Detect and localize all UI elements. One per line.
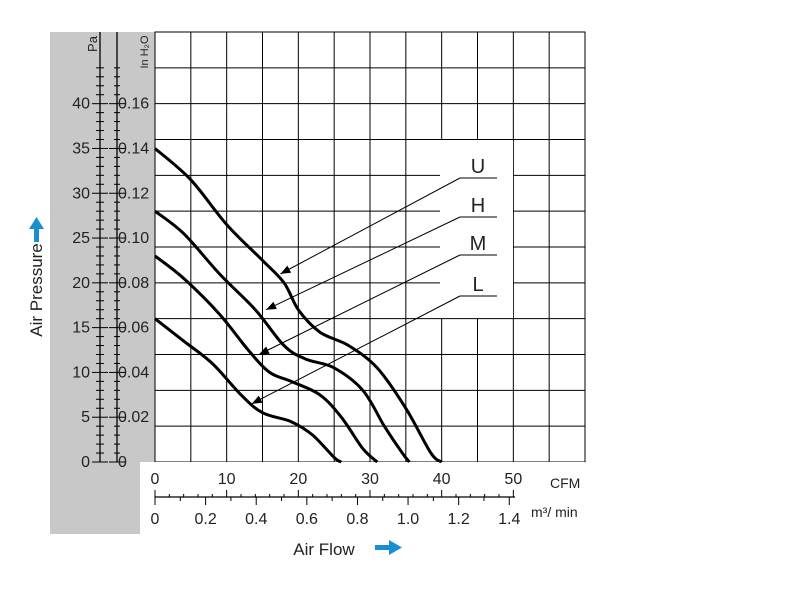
x-unit-secondary: m³/ min <box>531 504 578 520</box>
x-tick-label-secondary: 1.2 <box>448 511 470 528</box>
x-axis-arrow-icon <box>375 540 402 555</box>
legend-label-m: M <box>470 233 487 255</box>
y-unit-secondary: In H₂O <box>139 35 151 68</box>
axes: 0 5 10 15 20 25 30 35 40 0 0.02 0.04 0.06 0.08 0.10 0.1… <box>72 32 522 528</box>
x-tick-label-secondary: 0.8 <box>346 511 368 528</box>
x-tick-label-primary: 30 <box>361 471 379 488</box>
legend-box <box>440 140 513 318</box>
y-tick-label-secondary: 0.06 <box>118 320 149 337</box>
y-tick-label-secondary: 0.12 <box>118 185 149 202</box>
y-tick-label-primary: 15 <box>72 320 90 337</box>
y-tick-label-primary: 40 <box>72 96 90 113</box>
y-tick-label-primary: 25 <box>72 230 90 247</box>
y-tick-label-secondary: 0.10 <box>118 230 149 247</box>
y-tick-label-secondary: 0.02 <box>118 409 149 426</box>
series-curve-h <box>154 210 411 463</box>
y-axis-arrow-icon <box>29 217 44 242</box>
legend-pointers <box>251 177 461 405</box>
series-curve-u <box>154 147 443 464</box>
x-tick-label-primary: 10 <box>218 471 236 488</box>
legend-pointer-arrowhead-l <box>251 395 263 404</box>
y-tick-label-secondary: 0.04 <box>118 364 149 381</box>
x-axis-area <box>140 462 585 534</box>
y-tick-label-primary: 10 <box>72 364 90 381</box>
legend-pointer-arrowhead-u <box>280 265 292 274</box>
legend-label-u: U <box>471 156 485 178</box>
y-axis-title: Air Pressure <box>27 243 46 337</box>
x-tick-label-primary: 50 <box>504 471 522 488</box>
y-tick-label-secondary: 0.14 <box>118 140 149 157</box>
grid <box>155 32 585 462</box>
legend-pointer-arrowhead-h <box>266 301 277 310</box>
curves <box>154 147 443 464</box>
legend-label-l: L <box>472 274 483 296</box>
x-axis-title: Air Flow <box>293 540 355 559</box>
y-tick-label-secondary: 0 <box>118 454 127 471</box>
y-tick-label-primary: 20 <box>72 275 90 292</box>
x-tick-label-primary: 40 <box>433 471 451 488</box>
y-tick-label-primary: 30 <box>72 185 90 202</box>
x-tick-label-secondary: 1.0 <box>397 511 419 528</box>
y-unit-primary: Pa <box>85 35 100 52</box>
x-tick-label-primary: 0 <box>151 471 160 488</box>
series-curve-l <box>154 317 343 464</box>
y-tick-label-primary: 0 <box>81 454 90 471</box>
x-unit-primary: CFM <box>550 475 580 491</box>
y-tick-label-secondary: 0.08 <box>118 275 149 292</box>
legend-label-h: H <box>471 195 485 217</box>
legend-pointer-arrowhead-m <box>258 346 270 355</box>
legend-pointer-u <box>280 177 461 275</box>
x-tick-label-primary: 20 <box>289 471 307 488</box>
x-tick-label-secondary: 0 <box>151 511 160 528</box>
y-tick-label-secondary: 0.16 <box>118 96 149 113</box>
x-tick-label-secondary: 0.6 <box>296 511 318 528</box>
x-tick-label-secondary: 1.4 <box>498 511 520 528</box>
x-tick-label-secondary: 0.2 <box>194 511 216 528</box>
legend-pointer-l <box>251 295 461 405</box>
x-tick-label-secondary: 0.4 <box>245 511 267 528</box>
series-curve-m <box>154 254 379 464</box>
y-tick-label-primary: 35 <box>72 140 90 157</box>
legend-pointer-m <box>258 254 461 355</box>
legend-pointer-h <box>265 216 461 311</box>
y-tick-label-primary: 5 <box>81 409 90 426</box>
